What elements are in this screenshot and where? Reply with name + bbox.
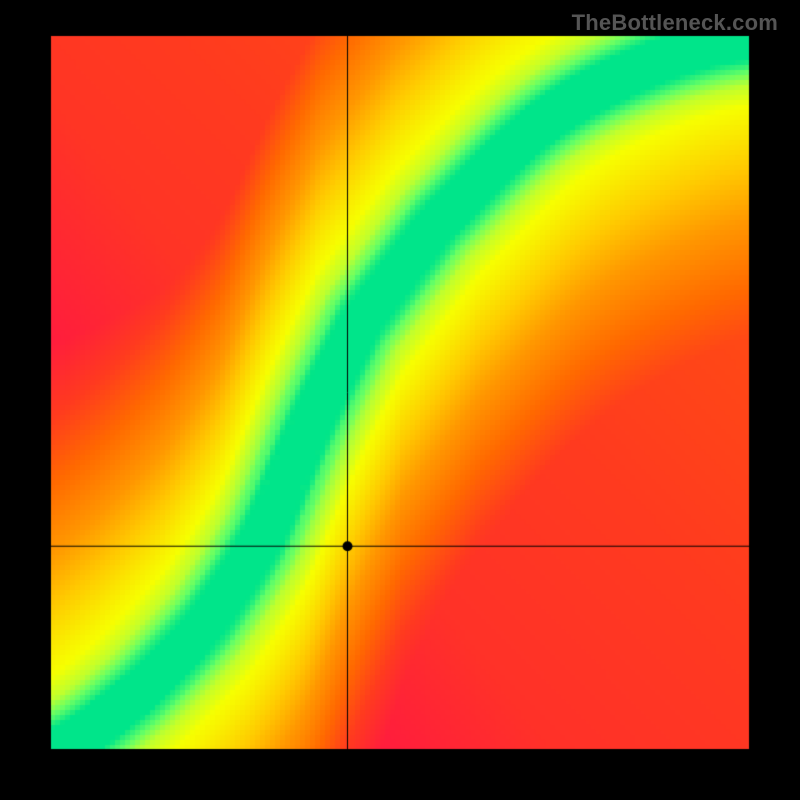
thermal-plot-container: TheBottleneck.com	[0, 0, 800, 800]
thermal-plot-canvas	[0, 0, 800, 800]
